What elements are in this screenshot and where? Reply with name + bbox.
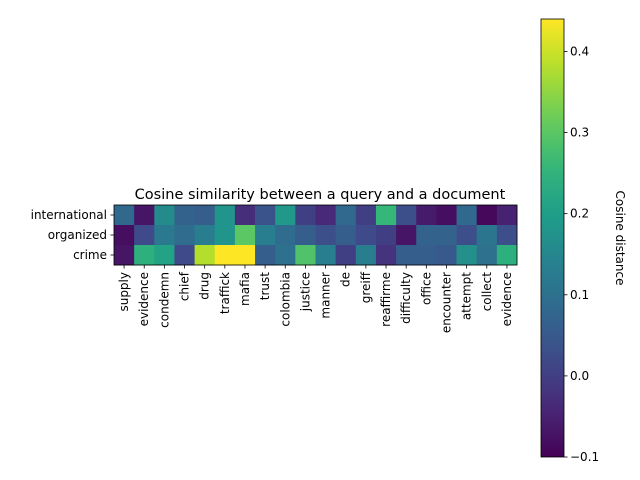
row-label: crime xyxy=(73,248,107,262)
heatmap-cell xyxy=(375,205,397,226)
column-label: colombia xyxy=(278,272,292,327)
heatmap-cell xyxy=(476,205,498,226)
heatmap-cell xyxy=(476,245,498,266)
colorbar-tick-label: −0.1 xyxy=(570,450,599,464)
heatmap-cell xyxy=(134,245,155,266)
heatmap-cell xyxy=(375,245,397,266)
heatmap-cell xyxy=(214,225,236,246)
column-label: condemn xyxy=(157,272,171,328)
heatmap-cell xyxy=(335,245,357,266)
column-label: de xyxy=(339,272,353,287)
heatmap-cell xyxy=(416,245,437,266)
column-label: evidence xyxy=(137,272,151,326)
heatmap-cell xyxy=(234,205,256,226)
heatmap-cell xyxy=(456,225,478,246)
column-label: trust xyxy=(258,272,272,300)
heatmap-cell xyxy=(436,225,457,246)
colorbar-tick-label: 0.3 xyxy=(570,126,589,140)
heatmap-cell xyxy=(214,205,236,226)
colorbar-tick-label: 0.4 xyxy=(570,44,589,58)
heatmap-cell xyxy=(295,225,316,246)
heatmap-cell xyxy=(396,245,417,266)
heatmap-cell xyxy=(416,205,437,226)
heatmap-cell xyxy=(315,225,337,246)
heatmap-cell xyxy=(154,205,175,226)
colorbar-ticks: −0.1 0.0 0.1 0.2 0.3 0.4 xyxy=(564,44,599,464)
column-label: office xyxy=(419,272,433,305)
heatmap-cell xyxy=(275,205,296,226)
heatmap-cell xyxy=(154,245,175,266)
heatmap-cell xyxy=(194,245,216,266)
heatmap-cell xyxy=(114,225,135,246)
row-label: international xyxy=(31,208,107,222)
heatmap-cell xyxy=(114,205,135,226)
row-label: organized xyxy=(48,228,107,242)
column-label: chief xyxy=(178,271,192,301)
column-label: collect xyxy=(480,272,494,312)
colorbar-frame xyxy=(540,18,565,458)
chart-title: Cosine similarity between a query and a … xyxy=(135,187,506,203)
heatmap-cell xyxy=(396,205,417,226)
heatmap-cell xyxy=(275,245,296,266)
heatmap-cell xyxy=(436,245,457,266)
heatmap-cell xyxy=(255,205,276,226)
heatmap-cell xyxy=(234,245,256,266)
heatmap-cell xyxy=(436,205,457,226)
heatmap-cell xyxy=(174,225,195,246)
heatmap-cell xyxy=(355,205,377,226)
column-label: reaffirme xyxy=(379,272,393,327)
row-labels: international organized crime xyxy=(31,208,114,262)
heatmap-cells xyxy=(114,205,518,266)
heatmap-cell xyxy=(174,245,195,266)
heatmap-cell xyxy=(295,205,316,226)
heatmap-cell xyxy=(255,225,276,246)
heatmap-cell xyxy=(134,225,155,246)
heatmap-cell xyxy=(134,205,155,226)
heatmap-cell xyxy=(456,245,478,266)
colorbar-tick-label: 0.2 xyxy=(570,207,589,221)
heatmap-cell xyxy=(315,205,337,226)
column-label: encounter xyxy=(439,272,453,333)
column-label: attempt xyxy=(460,272,474,320)
heatmap-cell xyxy=(194,205,216,226)
column-label: mafia xyxy=(238,272,252,306)
heatmap-cell xyxy=(234,225,256,246)
heatmap-cell xyxy=(416,225,437,246)
heatmap-cell xyxy=(355,245,377,266)
heatmap-cell xyxy=(295,245,316,266)
heatmap-cell xyxy=(355,225,377,246)
column-label: drug xyxy=(198,272,212,300)
colorbar xyxy=(541,19,564,457)
heatmap-cell xyxy=(496,225,518,246)
heatmap-cell xyxy=(476,225,498,246)
column-label: greiff xyxy=(359,271,373,303)
heatmap-cell xyxy=(114,245,135,266)
column-label: traffick xyxy=(218,272,232,314)
column-label: manner xyxy=(319,272,333,319)
column-labels: supply evidence condemn chief drug traffick ma… xyxy=(117,265,514,333)
heatmap-cell xyxy=(315,245,337,266)
heatmap-cell xyxy=(335,205,357,226)
heatmap-cell xyxy=(194,225,216,246)
colorbar-tick-label: 0.0 xyxy=(570,369,589,383)
heatmap-cell xyxy=(375,225,397,246)
heatmap-cell xyxy=(154,225,175,246)
heatmap-cell xyxy=(396,225,417,246)
colorbar-label: Cosine distance xyxy=(613,191,627,286)
column-label: difficulty xyxy=(399,272,413,324)
heatmap-cell xyxy=(214,245,236,266)
heatmap-cell xyxy=(496,245,518,266)
column-label: justice xyxy=(298,272,312,312)
heatmap-cell xyxy=(496,205,518,226)
heatmap-cell xyxy=(255,245,276,266)
colorbar-tick-label: 0.1 xyxy=(570,288,589,302)
heatmap-cell xyxy=(456,205,478,226)
column-label: supply xyxy=(117,272,131,312)
heatmap-cell xyxy=(275,225,296,246)
heatmap-cell xyxy=(174,205,195,226)
column-label: evidence xyxy=(500,272,514,326)
heatmap-cell xyxy=(335,225,357,246)
